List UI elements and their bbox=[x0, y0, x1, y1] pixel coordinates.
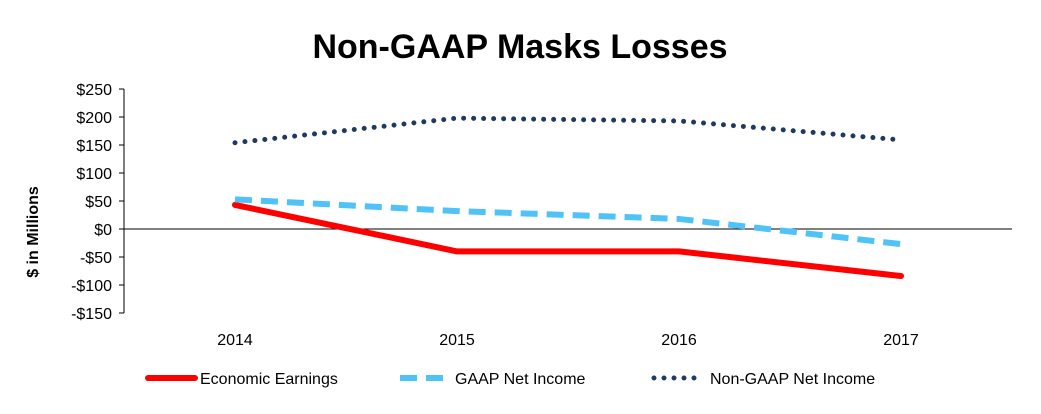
axes: $250 $200 $150 $100 $50 $0 -$50 -$100 -$150 2014 2… bbox=[71, 82, 1012, 349]
x-tick-label: 2017 bbox=[883, 332, 919, 349]
y-tick-label: $200 bbox=[76, 110, 112, 127]
x-tick-label: 2016 bbox=[661, 332, 697, 349]
series-layer bbox=[232, 115, 904, 280]
y-tick-label: $0 bbox=[94, 222, 112, 239]
y-tick-label: -$100 bbox=[71, 278, 112, 295]
legend-label: Economic Earnings bbox=[200, 371, 338, 388]
chart-title: Non-GAAP Masks Losses bbox=[312, 28, 727, 66]
y-tick-label: $150 bbox=[76, 138, 112, 155]
y-tick-label: $50 bbox=[85, 194, 112, 211]
y-tick-label: -$150 bbox=[71, 306, 112, 323]
legend-label: GAAP Net Income bbox=[455, 371, 586, 388]
legend: Economic Earnings GAAP Net Income Non-GAAP… bbox=[145, 371, 875, 388]
x-tick-label: 2014 bbox=[217, 332, 253, 349]
series-line-non-gaap-net-income bbox=[232, 115, 904, 146]
y-axis-label: $ in Millions bbox=[25, 186, 42, 278]
legend-label: Non-GAAP Net Income bbox=[710, 371, 875, 388]
y-tick-label: $100 bbox=[76, 166, 112, 183]
y-tick-label: -$50 bbox=[80, 250, 112, 267]
series-line-gaap-net-income bbox=[234, 196, 902, 248]
y-tick-label: $250 bbox=[76, 82, 112, 99]
x-tick-label: 2015 bbox=[439, 332, 475, 349]
series-line-economic-earnings bbox=[232, 201, 904, 280]
